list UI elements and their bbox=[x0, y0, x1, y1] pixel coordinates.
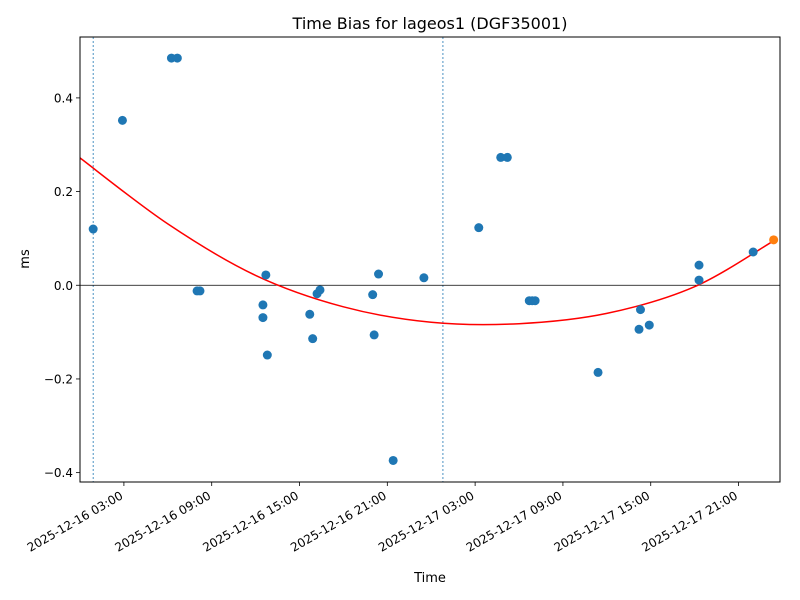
data-point bbox=[634, 324, 644, 334]
data-point bbox=[374, 269, 384, 279]
data-point bbox=[315, 285, 325, 295]
data-point bbox=[474, 223, 484, 233]
data-point bbox=[262, 350, 272, 360]
x-tick-label: 2025-12-16 09:00 bbox=[113, 488, 214, 554]
data-point bbox=[258, 300, 268, 310]
chart-title: Time Bias for lageos1 (DGF35001) bbox=[292, 14, 568, 33]
y-tick-label: 0.0 bbox=[54, 279, 73, 293]
data-point bbox=[88, 224, 98, 234]
data-point bbox=[593, 367, 603, 377]
y-tick-label: −0.2 bbox=[44, 372, 73, 386]
plot-frame bbox=[79, 36, 781, 483]
data-point bbox=[419, 273, 429, 283]
data-point bbox=[368, 290, 378, 300]
data-point bbox=[258, 313, 268, 323]
y-tick-label: 0.2 bbox=[54, 185, 73, 199]
data-point bbox=[195, 286, 205, 296]
y-axis-label: ms bbox=[18, 249, 33, 269]
data-point bbox=[172, 53, 182, 63]
data-point bbox=[308, 334, 318, 344]
x-tick-label: 2025-12-16 21:00 bbox=[288, 488, 389, 554]
fit-curve bbox=[79, 157, 775, 326]
x-tick-label: 2025-12-17 21:00 bbox=[639, 488, 740, 554]
x-tick-label: 2025-12-17 15:00 bbox=[552, 488, 653, 554]
x-tick-label: 2025-12-16 15:00 bbox=[200, 488, 301, 554]
x-tick-label: 2025-12-17 09:00 bbox=[464, 488, 565, 554]
data-point bbox=[694, 260, 704, 270]
y-tick-label: 0.4 bbox=[54, 91, 73, 105]
data-point bbox=[694, 275, 704, 285]
data-point bbox=[261, 270, 271, 280]
y-tick-label: −0.4 bbox=[44, 466, 73, 480]
data-point bbox=[644, 320, 654, 330]
data-point bbox=[369, 330, 379, 340]
data-point bbox=[117, 115, 127, 125]
data-point bbox=[530, 296, 540, 306]
x-tick-label: 2025-12-17 03:00 bbox=[376, 488, 477, 554]
data-point bbox=[496, 152, 506, 162]
data-point bbox=[635, 305, 645, 315]
x-tick-label: 2025-12-16 03:00 bbox=[25, 488, 126, 554]
data-point bbox=[748, 247, 758, 257]
x-axis-label: Time bbox=[413, 571, 446, 586]
data-point bbox=[502, 152, 512, 162]
highlight-point bbox=[769, 235, 779, 245]
data-point bbox=[305, 309, 315, 319]
data-point bbox=[388, 455, 398, 465]
